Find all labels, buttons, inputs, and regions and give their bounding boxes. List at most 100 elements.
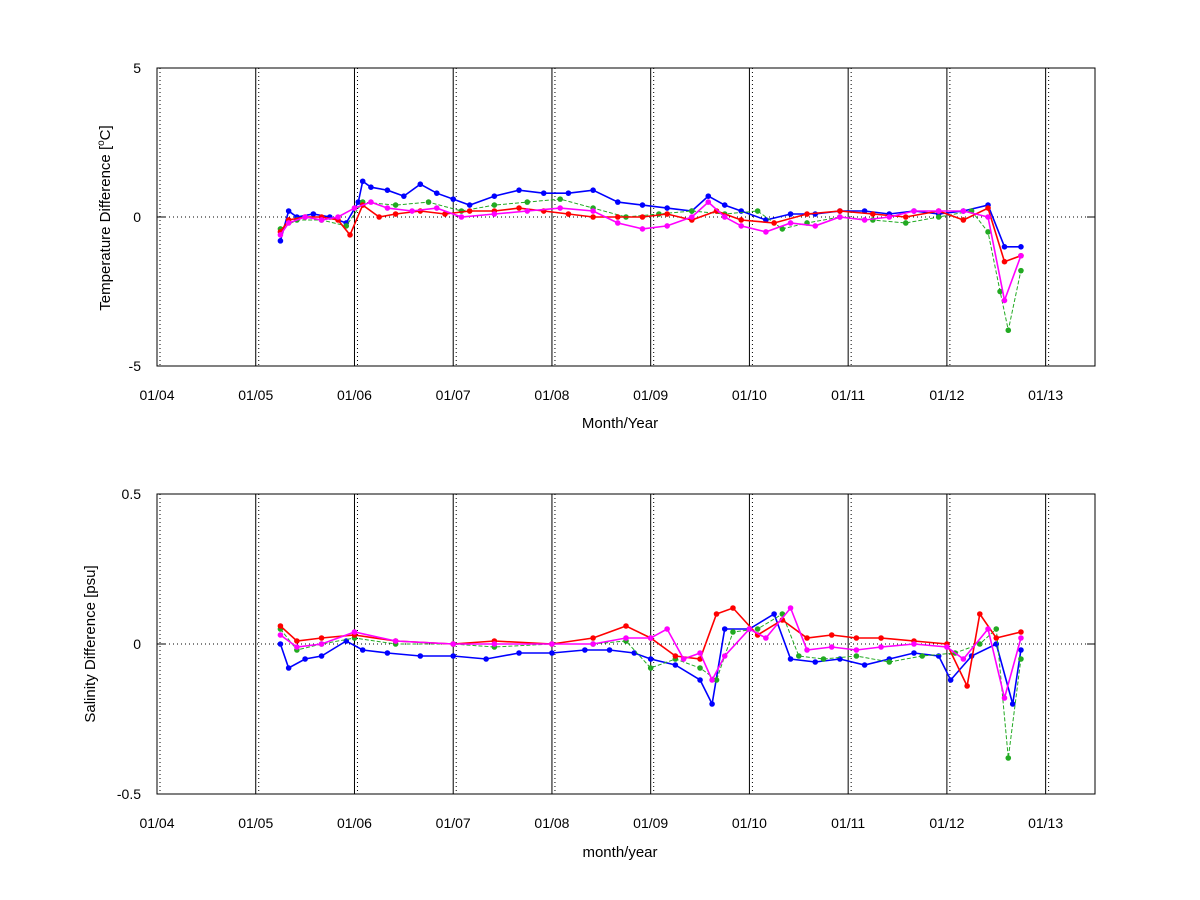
salinity-series-1-marker bbox=[820, 656, 827, 662]
salinity-series-3-marker bbox=[787, 605, 794, 611]
salinity-series-3-marker bbox=[623, 635, 629, 641]
temperature-x-tick-label: 01/10 bbox=[732, 387, 767, 403]
temperature-series-2-marker bbox=[771, 220, 777, 226]
salinity-series-3-marker bbox=[351, 629, 358, 635]
salinity-series-0-marker bbox=[606, 647, 613, 653]
temperature-series-0-marker bbox=[639, 202, 646, 208]
salinity-series-0-line bbox=[279, 612, 1022, 707]
salinity-series-3-marker bbox=[491, 641, 498, 647]
salinity-series-0-marker bbox=[302, 656, 308, 662]
temperature-series-2-marker bbox=[713, 208, 720, 214]
salinity-series-1-marker bbox=[993, 626, 1000, 632]
temperature-panel: 01/04 01/05 01/06 01/07 01/08 01/09 01/10 01/11… bbox=[96, 60, 1096, 432]
salinity-series-0-marker bbox=[318, 653, 325, 659]
temperature-y-axis-title-main: Temperature Difference [ bbox=[97, 145, 114, 311]
salinity-series-3-marker bbox=[318, 641, 325, 647]
temperature-series-3-marker bbox=[664, 223, 670, 229]
temperature-series-3-line bbox=[279, 201, 1022, 304]
salinity-series-1-marker bbox=[647, 665, 654, 671]
salinity-series-3-marker bbox=[277, 632, 284, 638]
salinity-series-3-marker bbox=[746, 626, 753, 632]
salinity-x-tick-label: 01/04 bbox=[139, 815, 174, 831]
salinity-series-1-marker bbox=[977, 641, 983, 647]
salinity-series-0-marker bbox=[911, 650, 917, 656]
temperature-series-0-marker bbox=[433, 190, 440, 196]
temperature-y-axis-title-end: C] bbox=[97, 125, 114, 140]
temperature-series-2-marker bbox=[804, 211, 810, 217]
salinity-series-2-marker bbox=[294, 638, 300, 644]
salinity-series-3-marker bbox=[853, 647, 860, 653]
salinity-series-0-marker bbox=[721, 626, 728, 632]
salinity-x-tick-label: 01/06 bbox=[337, 815, 372, 831]
salinity-series-3-marker bbox=[878, 644, 884, 650]
salinity-series-0-marker bbox=[812, 659, 819, 665]
salinity-y-axis-title: Salinity Difference [psu] bbox=[82, 565, 99, 722]
salinity-series-2-marker bbox=[713, 611, 720, 617]
temperature-series-0-marker bbox=[450, 196, 457, 202]
temperature-series-0-marker bbox=[664, 205, 670, 211]
temperature-series-2-marker bbox=[565, 211, 572, 217]
temperature-series-2-marker bbox=[442, 211, 448, 217]
temperature-series-3-marker bbox=[886, 214, 893, 220]
salinity-x-tick-label: 01/09 bbox=[633, 815, 668, 831]
salinity-series-3-marker bbox=[294, 644, 300, 650]
temperature-x-tick-label: 01/13 bbox=[1028, 387, 1063, 403]
temperature-series-3-marker bbox=[384, 205, 391, 211]
salinity-series-0-marker bbox=[277, 641, 284, 647]
temperature-series-3-marker bbox=[458, 214, 465, 220]
salinity-series-3-marker bbox=[647, 635, 654, 641]
temperature-series-3-marker bbox=[861, 217, 868, 223]
temperature-series-0-marker bbox=[285, 208, 292, 214]
temperature-series-3-marker bbox=[689, 214, 695, 220]
temperature-series-3-marker bbox=[302, 214, 308, 220]
temperature-series-3-marker bbox=[763, 229, 769, 235]
salinity-series-2-marker bbox=[853, 635, 860, 641]
salinity-series-2-marker bbox=[804, 635, 810, 641]
temperature-series-0-marker bbox=[1018, 244, 1024, 250]
temperature-series-3-marker bbox=[985, 214, 991, 220]
salinity-series-2-marker bbox=[828, 632, 835, 638]
salinity-series-2-marker bbox=[277, 623, 284, 629]
temperature-series-3-marker bbox=[639, 226, 646, 232]
salinity-x-axis-title: month/year bbox=[582, 844, 657, 861]
temperature-series-1-marker bbox=[754, 208, 761, 214]
temperature-series-3-marker bbox=[335, 214, 341, 220]
temperature-series-2-marker bbox=[960, 217, 967, 223]
salinity-series-2-marker bbox=[878, 635, 884, 641]
salinity-x-tick-label: 01/08 bbox=[534, 815, 569, 831]
temperature-series-2-marker bbox=[392, 211, 399, 217]
salinity-panel: 01/04 01/05 01/06 01/07 01/08 01/09 01/10 01/11… bbox=[82, 486, 1096, 861]
temperature-series-3-marker bbox=[1018, 252, 1024, 259]
temperature-series-3-marker bbox=[590, 208, 596, 214]
temperature-series-3-marker bbox=[557, 205, 563, 211]
salinity-series-2-marker bbox=[730, 605, 736, 611]
temperature-series-2-marker bbox=[639, 214, 646, 220]
salinity-y-tick-label: -0.5 bbox=[117, 786, 141, 802]
temperature-y-tick-label: 0 bbox=[133, 209, 141, 225]
temperature-series-3-marker bbox=[409, 208, 415, 214]
temperature-series-0-marker bbox=[721, 202, 728, 208]
salinity-series-0-marker bbox=[861, 662, 868, 668]
salinity-series-3-marker bbox=[1018, 635, 1024, 641]
temperature-series-1-marker bbox=[1018, 267, 1024, 274]
salinity-series-1-line bbox=[280, 613, 1022, 759]
temperature-series-0-marker bbox=[738, 208, 744, 214]
temperature-series-0-marker bbox=[614, 199, 621, 205]
salinity-series-0-marker bbox=[1009, 701, 1016, 707]
salinity-series-2-marker bbox=[672, 653, 679, 659]
salinity-series-2-marker bbox=[1018, 629, 1024, 635]
salinity-series-0-marker bbox=[359, 647, 366, 653]
salinity-series-0-marker bbox=[647, 656, 654, 662]
temperature-series-0-marker bbox=[310, 211, 317, 217]
salinity-series-0-marker bbox=[631, 650, 638, 656]
salinity-y-tick-label: 0 bbox=[133, 636, 141, 652]
temperature-series-1-marker bbox=[997, 288, 1003, 295]
temperature-series-3-marker bbox=[911, 208, 917, 214]
temperature-series-0-marker bbox=[540, 190, 547, 196]
temperature-series-2-marker bbox=[590, 214, 596, 220]
salinity-x-tick-label: 01/10 bbox=[732, 815, 767, 831]
salinity-series-3-marker bbox=[985, 626, 991, 632]
temperature-series-2-marker bbox=[516, 205, 522, 211]
temperature-series-1-line bbox=[280, 198, 1022, 331]
temperature-series-2-marker bbox=[1001, 258, 1008, 265]
